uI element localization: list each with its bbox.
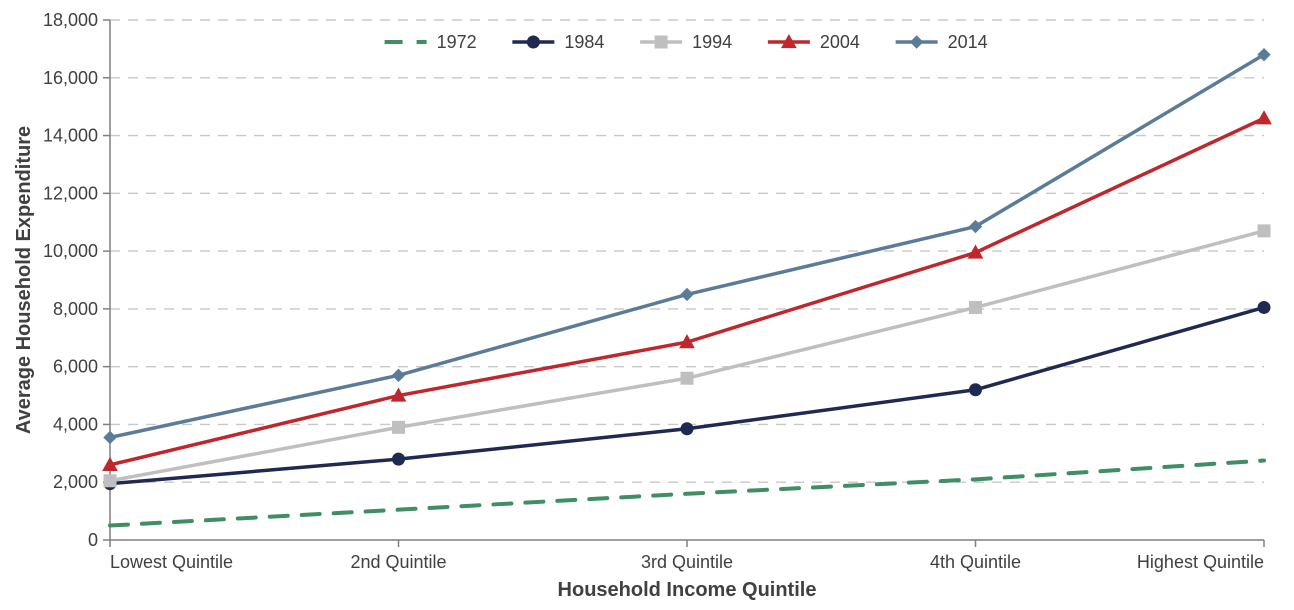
marker-square bbox=[104, 475, 116, 487]
y-tick-label: 4,000 bbox=[53, 414, 98, 434]
marker-circle bbox=[393, 453, 405, 465]
marker-circle bbox=[970, 384, 982, 396]
marker-square bbox=[1258, 225, 1270, 237]
y-tick-label: 6,000 bbox=[53, 357, 98, 377]
x-tick-label: 2nd Quintile bbox=[350, 552, 446, 572]
y-tick-label: 10,000 bbox=[43, 241, 98, 261]
legend-label: 1994 bbox=[692, 32, 732, 52]
legend-label: 1984 bbox=[564, 32, 604, 52]
y-tick-label: 16,000 bbox=[43, 68, 98, 88]
legend-label: 1972 bbox=[437, 32, 477, 52]
marker-circle bbox=[527, 36, 539, 48]
x-axis-title: Household Income Quintile bbox=[558, 579, 817, 601]
legend-label: 2014 bbox=[948, 32, 988, 52]
marker-square bbox=[655, 36, 667, 48]
x-tick-label: 3rd Quintile bbox=[641, 552, 733, 572]
marker-square bbox=[970, 301, 982, 313]
y-axis-title: Average Household Expenditure bbox=[13, 126, 35, 434]
x-tick-label: 4th Quintile bbox=[930, 552, 1021, 572]
y-tick-label: 14,000 bbox=[43, 126, 98, 146]
marker-square bbox=[681, 372, 693, 384]
legend-label: 2004 bbox=[820, 32, 860, 52]
chart-container: 0 2,000 4,000 6,000 8,000 10,000 12,000 14,000 1… bbox=[0, 0, 1294, 610]
x-tick-label: Lowest Quintile bbox=[110, 552, 233, 572]
y-tick-label: 0 bbox=[88, 530, 98, 550]
line-chart: 0 2,000 4,000 6,000 8,000 10,000 12,000 14,000 1… bbox=[0, 0, 1294, 610]
y-tick-label: 2,000 bbox=[53, 472, 98, 492]
y-tick-label: 12,000 bbox=[43, 183, 98, 203]
marker-circle bbox=[681, 423, 693, 435]
marker-square bbox=[393, 421, 405, 433]
marker-circle bbox=[1258, 301, 1270, 313]
y-tick-label: 8,000 bbox=[53, 299, 98, 319]
y-tick-label: 18,000 bbox=[43, 10, 98, 30]
x-tick-label: Highest Quintile bbox=[1137, 552, 1264, 572]
